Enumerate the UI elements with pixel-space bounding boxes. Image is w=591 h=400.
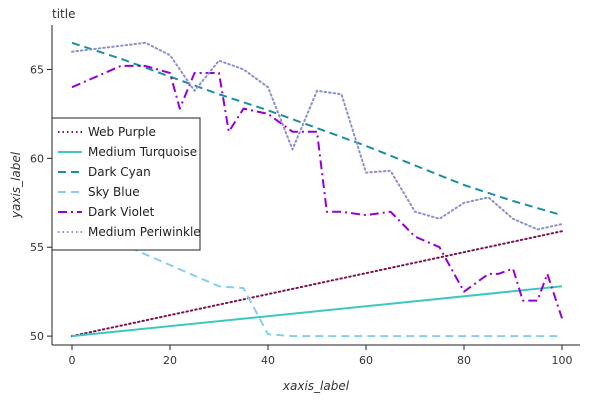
legend-box <box>51 117 201 251</box>
legend-label-medium-periwinkle: Medium Periwinkle <box>88 225 201 239</box>
legend-label-dark-cyan: Dark Cyan <box>88 165 151 179</box>
series-line-dark-cyan <box>71 41 563 217</box>
series-line-medium-periwinkle <box>71 41 563 231</box>
series-line-web-purple <box>71 230 563 338</box>
series-line-dark-violet <box>71 64 563 319</box>
y-tick-label: 60 <box>30 152 44 165</box>
x-tick-label: 80 <box>457 354 471 367</box>
x-tick-label: 100 <box>552 354 573 367</box>
x-tick-label: 60 <box>359 354 373 367</box>
legend-label-sky-blue: Sky Blue <box>88 185 140 199</box>
x-tick-label: 0 <box>69 354 76 367</box>
chart-title: title <box>52 7 75 21</box>
y-axis-label: yaxis_label <box>9 151 23 219</box>
x-axis-label: xaxis_label <box>282 379 350 393</box>
y-tick-label: 50 <box>30 330 44 343</box>
series-layer <box>71 41 563 338</box>
x-tick-label: 40 <box>261 354 275 367</box>
series-line-sky-blue <box>71 217 562 338</box>
legend-label-dark-violet: Dark Violet <box>88 205 155 219</box>
y-tick-label: 65 <box>30 63 44 76</box>
ticks-layer: 50 55 60 65 0 20 40 60 80 100 <box>30 63 573 367</box>
legend: Web Purple Medium Turquoise Dark Cyan Sky B… <box>51 117 201 251</box>
legend-label-web-purple: Web Purple <box>88 125 156 139</box>
y-tick-label: 55 <box>30 241 44 254</box>
series-line-medium-turquoise <box>71 285 563 338</box>
x-tick-label: 20 <box>163 354 177 367</box>
legend-label-medium-turquoise: Medium Turquoise <box>88 145 197 159</box>
